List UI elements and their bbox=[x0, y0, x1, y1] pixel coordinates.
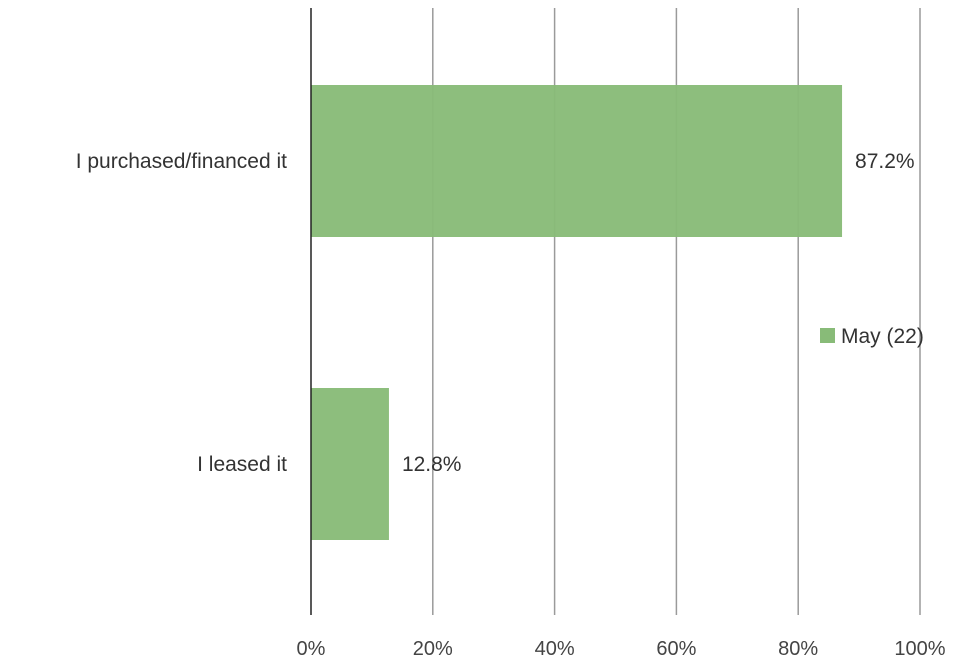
legend-swatch bbox=[820, 328, 835, 343]
x-tick-labels: 0% 20% 40% 60% 80% 100% bbox=[297, 638, 946, 660]
category-labels: I purchased/financed it I leased it bbox=[76, 150, 287, 476]
x-tick-label: 60% bbox=[656, 638, 696, 660]
x-tick-label: 0% bbox=[297, 638, 326, 660]
x-tick-label: 100% bbox=[894, 638, 945, 660]
x-tick-label: 80% bbox=[778, 638, 818, 660]
bar bbox=[311, 388, 389, 540]
x-tick-label: 40% bbox=[535, 638, 575, 660]
data-label: 12.8% bbox=[402, 453, 462, 476]
category-label: I leased it bbox=[197, 453, 287, 476]
legend-label: May (22) bbox=[841, 325, 924, 348]
category-label: I purchased/financed it bbox=[76, 150, 287, 173]
legend: May (22) bbox=[820, 325, 924, 348]
x-tick-label: 20% bbox=[413, 638, 453, 660]
data-label: 87.2% bbox=[855, 150, 915, 173]
bar bbox=[311, 85, 843, 237]
bars bbox=[311, 85, 843, 540]
data-labels: 87.2% 12.8% bbox=[402, 150, 915, 476]
